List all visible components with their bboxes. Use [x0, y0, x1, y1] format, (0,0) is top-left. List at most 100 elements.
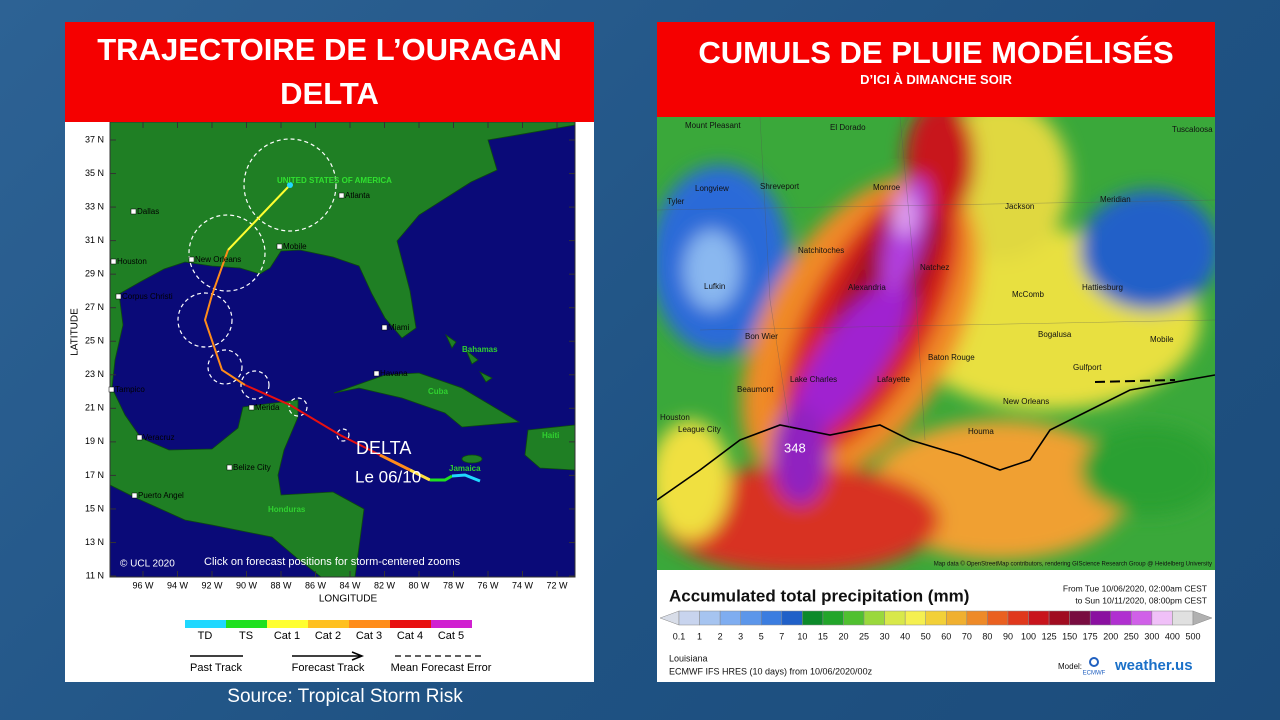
legend-label: Cat 1 [274, 630, 300, 642]
scale-label: 3 [738, 631, 743, 641]
place-label: Lufkin [704, 282, 725, 291]
legend-label: Mean Forecast Error [391, 662, 492, 674]
place-label: New Orleans [195, 255, 241, 264]
place-label: Houma [968, 427, 994, 436]
scale-label: 125 [1042, 631, 1057, 641]
place-label: Hattiesburg [1082, 283, 1123, 292]
place-label: Houston [660, 413, 690, 422]
place-label: Jackson [1005, 202, 1034, 211]
lon-label: 72 W [546, 580, 568, 590]
scale-cell [699, 610, 721, 626]
lat-label: 23 N [85, 369, 104, 379]
scale-arrow [1192, 610, 1213, 626]
place-label: Dallas [137, 207, 159, 216]
lat-label: 33 N [85, 201, 104, 211]
period: From Tue 10/06/2020, 02:00am CEST [1063, 583, 1207, 593]
scale-cell [863, 610, 885, 626]
scale-cell [822, 610, 844, 626]
lat-label: 11 N [86, 570, 104, 580]
scale-label: 20 [838, 631, 848, 641]
right-title: CUMULS DE PLUIE MODÉLISÉS [698, 35, 1174, 70]
scale-cell [719, 610, 741, 626]
source: Source: Tropical Storm Risk [227, 686, 463, 707]
city-dot [131, 492, 138, 499]
city-dot [248, 404, 255, 411]
place-label: Meridian [1100, 195, 1131, 204]
place-label: Lake Charles [790, 375, 837, 384]
model-run: ECMWF IFS HRES (10 days) from 10/06/2020… [669, 666, 873, 676]
legend-label: Cat 2 [315, 630, 341, 642]
lon-label: 94 W [167, 580, 189, 590]
place-label: Mobile [283, 242, 307, 251]
scale-cell [1131, 610, 1153, 626]
lat-label: 17 N [85, 470, 104, 480]
scale-label: 80 [982, 631, 992, 641]
axis-ticks [110, 122, 575, 577]
place-label: Havana [380, 369, 408, 378]
storm-name: DELTA [356, 438, 411, 458]
lat-label: 29 N [85, 269, 104, 279]
place-label: Bogalusa [1038, 330, 1072, 339]
lat-label: 37 N [85, 134, 104, 144]
lat-label: 15 N [85, 503, 104, 513]
scale-label: 10 [797, 631, 807, 641]
place-label: Tampico [115, 385, 145, 394]
scale-label: 175 [1083, 631, 1098, 641]
place-label: 348 [784, 440, 806, 455]
storm-date: Le 06/10 [355, 467, 421, 486]
scale-label: 100 [1021, 631, 1036, 641]
lat-label: 25 N [85, 336, 104, 346]
color-scale [659, 610, 1213, 626]
place-label: New Orleans [1003, 397, 1049, 406]
city-dot [136, 434, 143, 441]
lon-label: 90 W [236, 580, 258, 590]
place-label: Natchitoches [798, 246, 844, 255]
right-subtitle: D’ICI À DIMANCHE SOIR [860, 72, 1012, 87]
scale-label: 300 [1144, 631, 1159, 641]
place-label: Lafayette [877, 375, 910, 384]
place-label: Natchez [920, 263, 949, 272]
left-title: TRAJECTOIRE DE L’OURAGAN DELTA [65, 22, 594, 122]
scale-cell [1069, 610, 1091, 626]
scale-cell [1151, 610, 1173, 626]
place-label: Honduras [268, 505, 306, 514]
scale-label: 1 [697, 631, 702, 641]
city-dot [115, 293, 122, 300]
scale-cell [904, 610, 926, 626]
place-label: Cuba [428, 387, 449, 396]
place-label: Baton Rouge [928, 353, 975, 362]
place-label: El Dorado [830, 123, 866, 132]
city-dot [188, 256, 195, 263]
city-dot [226, 464, 233, 471]
place-label: McComb [1012, 290, 1045, 299]
map-note: Click on forecast positions for storm-ce… [204, 556, 461, 568]
place-label: Belize City [233, 463, 271, 472]
lon-label: 76 W [477, 580, 499, 590]
lat-label: 13 N [85, 537, 104, 547]
legend-swatch [390, 620, 431, 628]
legend-label: TS [239, 630, 253, 642]
place-label: Corpus Christi [122, 292, 173, 301]
scale-cell [925, 610, 947, 626]
legend-swatch [267, 620, 308, 628]
legend-label: Cat 5 [438, 630, 464, 642]
scale-label: 250 [1124, 631, 1139, 641]
legend-swatch [349, 620, 390, 628]
place-label: Haiti [542, 431, 559, 440]
axis-label: LONGITUDE [319, 594, 378, 605]
scale-cell [1007, 610, 1029, 626]
scale-cell [1110, 610, 1132, 626]
precip-map [657, 117, 1215, 570]
scale-label: 150 [1062, 631, 1077, 641]
place-label: Mobile [1150, 335, 1174, 344]
lon-label: 84 W [339, 580, 361, 590]
scale-label: 7 [779, 631, 784, 641]
scale-label: 15 [818, 631, 828, 641]
place-label: Gulfport [1073, 363, 1102, 372]
map-frame [109, 121, 576, 578]
scale-label: 200 [1103, 631, 1118, 641]
track-map [110, 122, 575, 577]
place-label: Monroe [873, 183, 901, 192]
